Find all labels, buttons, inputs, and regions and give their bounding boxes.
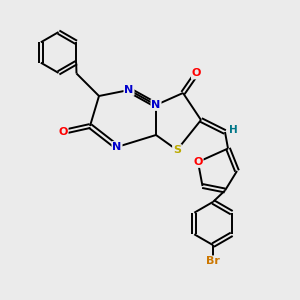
Text: O: O bbox=[58, 127, 68, 137]
Text: Br: Br bbox=[206, 256, 220, 266]
Text: O: O bbox=[192, 68, 201, 79]
Text: H: H bbox=[229, 124, 238, 135]
Text: N: N bbox=[152, 100, 160, 110]
Text: N: N bbox=[124, 85, 134, 95]
Text: N: N bbox=[112, 142, 122, 152]
Text: S: S bbox=[173, 145, 181, 155]
Text: O: O bbox=[193, 157, 203, 167]
